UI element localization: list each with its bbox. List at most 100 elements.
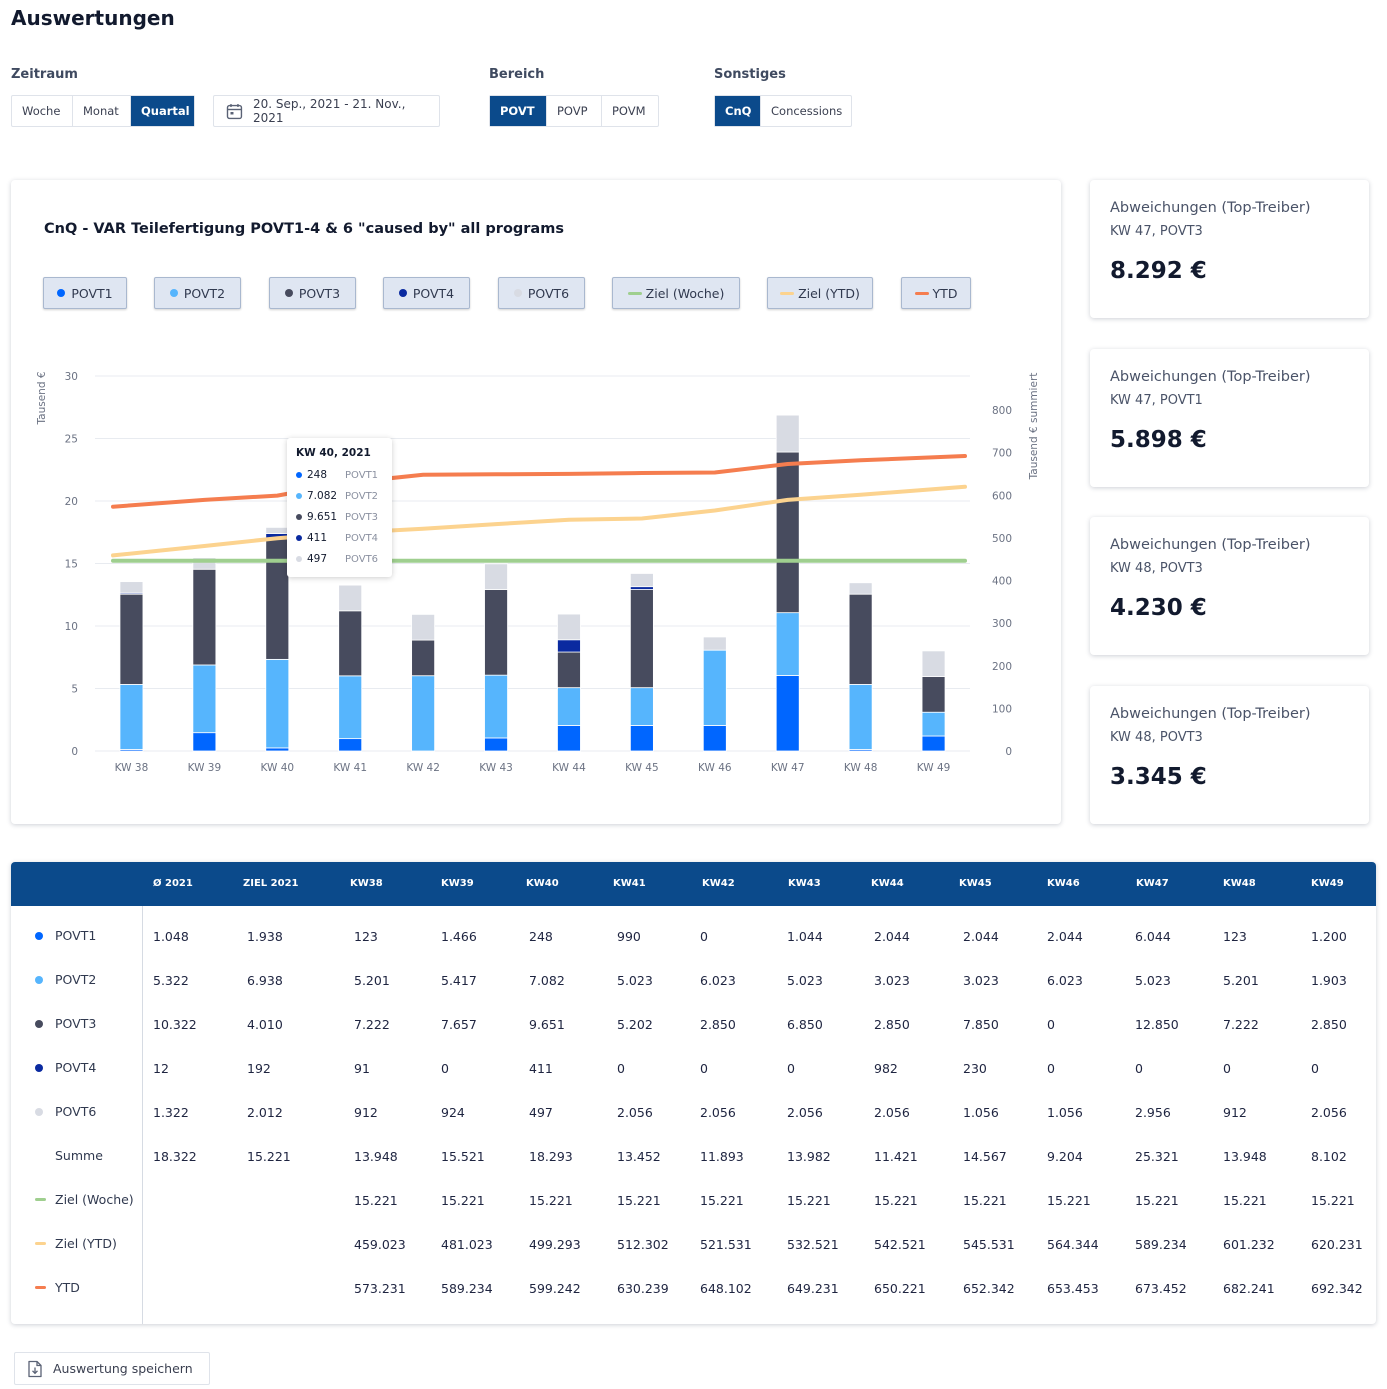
- zeitraum-label: Zeitraum: [11, 67, 78, 82]
- column-header: KW38: [350, 878, 383, 889]
- series-dot-icon: [35, 1063, 43, 1072]
- legend-line-ziel-woche: [627, 291, 642, 295]
- legend-toggle-povt6[interactable]: POVT6: [498, 277, 585, 309]
- table-cell: 5.202: [617, 1017, 653, 1032]
- table-cell: 248: [529, 929, 553, 944]
- table-cell: 6.850: [787, 1017, 823, 1032]
- bereich-option-povp[interactable]: POVP: [547, 96, 602, 126]
- table-cell: 6.938: [247, 973, 283, 988]
- row-label: YTD: [35, 1280, 80, 1295]
- table-cell: 192: [247, 1061, 271, 1076]
- kpi-card: Abweichungen (Top-Treiber) KW 48, POVT3 …: [1090, 517, 1369, 655]
- table-cell: 18.293: [529, 1149, 573, 1164]
- table-cell: 10.322: [153, 1017, 197, 1032]
- series-dot-icon: [35, 931, 43, 940]
- kpi-subtitle: KW 47, POVT3: [1110, 224, 1203, 239]
- row-label-text: YTD: [55, 1280, 80, 1295]
- row-label-text: Ziel (Woche): [55, 1192, 134, 1207]
- table-cell: 0: [1047, 1061, 1055, 1076]
- legend-toggle-povt1[interactable]: POVT1: [43, 277, 127, 309]
- table-cell: 3.023: [874, 973, 910, 988]
- table-cell: 7.082: [529, 973, 565, 988]
- row-label-text: POVT3: [55, 1016, 97, 1031]
- tooltip-dot: [296, 556, 302, 562]
- table-cell: 13.452: [617, 1149, 661, 1164]
- tooltip-value: 9.651: [307, 511, 338, 523]
- table-cell: 15.221: [963, 1193, 1007, 1208]
- table-cell: 15.221: [1047, 1193, 1091, 1208]
- table-cell: 459.023: [354, 1237, 406, 1252]
- table-cell: 682.241: [1223, 1281, 1275, 1296]
- row-label-text: POVT1: [55, 928, 97, 943]
- kpi-value: 3.345 €: [1110, 764, 1207, 790]
- date-range-picker[interactable]: 20. Sep., 2021 - 21. Nov., 2021: [213, 95, 440, 127]
- table-cell: 9.204: [1047, 1149, 1083, 1164]
- legend-toggle-povt3[interactable]: POVT3: [269, 277, 356, 309]
- legend-toggle-ziel-ytd[interactable]: Ziel (YTD): [767, 277, 873, 309]
- tooltip-series-name: POVT2: [345, 490, 379, 502]
- table-cell: 5.417: [441, 973, 477, 988]
- table-cell: 15.221: [617, 1193, 661, 1208]
- legend-toggle-ziel-woche[interactable]: Ziel (Woche): [612, 277, 740, 309]
- tooltip-row: 7.082 POVT2: [296, 489, 378, 503]
- chart-card: CnQ - VAR Teilefertigung POVT1-4 & 6 "ca…: [11, 180, 1061, 824]
- zeitraum-option-monat[interactable]: Monat: [73, 96, 131, 126]
- table-cell: 15.221: [1311, 1193, 1355, 1208]
- table-cell: 4.010: [247, 1017, 283, 1032]
- kpi-label: Abweichungen (Top-Treiber): [1110, 537, 1311, 553]
- legend-toggle-povt4[interactable]: POVT4: [383, 277, 470, 309]
- table-cell: 0: [700, 1061, 708, 1076]
- calendar-icon: [226, 103, 243, 119]
- zeitraum-option-quartal[interactable]: Quartal: [131, 96, 194, 126]
- kpi-label: Abweichungen (Top-Treiber): [1110, 369, 1311, 385]
- download-file-icon: [28, 1360, 42, 1377]
- table-cell: 2.850: [700, 1017, 736, 1032]
- column-header: KW47: [1136, 878, 1169, 889]
- sonstiges-label: Sonstiges: [714, 67, 786, 82]
- table-cell: 589.234: [441, 1281, 493, 1296]
- table-cell: 2.850: [874, 1017, 910, 1032]
- table-cell: 7.222: [1223, 1017, 1259, 1032]
- kpi-subtitle: KW 48, POVT3: [1110, 730, 1203, 745]
- series-dot-icon: [35, 975, 43, 984]
- column-header: KW44: [871, 878, 904, 889]
- row-label: Ziel (YTD): [35, 1236, 117, 1251]
- table-cell: 13.948: [354, 1149, 398, 1164]
- table-cell: 589.234: [1135, 1237, 1187, 1252]
- table-cell: 912: [1223, 1105, 1247, 1120]
- table-cell: 2.056: [874, 1105, 910, 1120]
- column-header: Ø 2021: [153, 878, 193, 889]
- table-cell: 1.056: [963, 1105, 999, 1120]
- sonstiges-option-concessions[interactable]: Concessions: [771, 104, 843, 118]
- table-cell: 7.222: [354, 1017, 390, 1032]
- table-cell: 15.221: [247, 1149, 291, 1164]
- legend-toggle-povt2[interactable]: POVT2: [154, 277, 241, 309]
- row-label: POVT1: [35, 928, 96, 943]
- table-cell: 15.221: [441, 1193, 485, 1208]
- table-cell: 5.023: [1135, 973, 1171, 988]
- save-report-button[interactable]: Auswertung speichern: [14, 1352, 210, 1385]
- bereich-label: Bereich: [489, 67, 545, 82]
- bereich-option-povt[interactable]: POVT: [490, 96, 547, 126]
- table-cell: 564.344: [1047, 1237, 1099, 1252]
- table-cell: 1.938: [247, 929, 283, 944]
- series-line-icon: [35, 1198, 46, 1201]
- zeitraum-segmented-control: Woche Monat Quartal: [11, 95, 195, 127]
- tooltip-series-name: POVT1: [345, 469, 379, 481]
- legend-toggle-ytd[interactable]: YTD: [901, 277, 971, 309]
- table-cell: 545.531: [963, 1237, 1015, 1252]
- kpi-card: Abweichungen (Top-Treiber) KW 47, POVT3 …: [1090, 180, 1369, 318]
- table-cell: 532.521: [787, 1237, 839, 1252]
- kpi-value: 5.898 €: [1110, 427, 1207, 453]
- legend-line-ytd: [914, 291, 929, 295]
- zeitraum-option-woche[interactable]: Woche: [12, 96, 73, 126]
- legend-label-ziel-woche: Ziel (Woche): [645, 285, 725, 301]
- table-cell: 1.322: [153, 1105, 189, 1120]
- sonstiges-option-cnq[interactable]: CnQ: [715, 96, 761, 126]
- table-cell: 1.056: [1047, 1105, 1083, 1120]
- table-column-divider: [142, 906, 143, 1324]
- bereich-option-povm[interactable]: POVM: [612, 104, 646, 118]
- table-cell: 6.044: [1135, 929, 1171, 944]
- series-line-icon: [35, 1242, 46, 1245]
- page-title: Auswertungen: [11, 6, 175, 30]
